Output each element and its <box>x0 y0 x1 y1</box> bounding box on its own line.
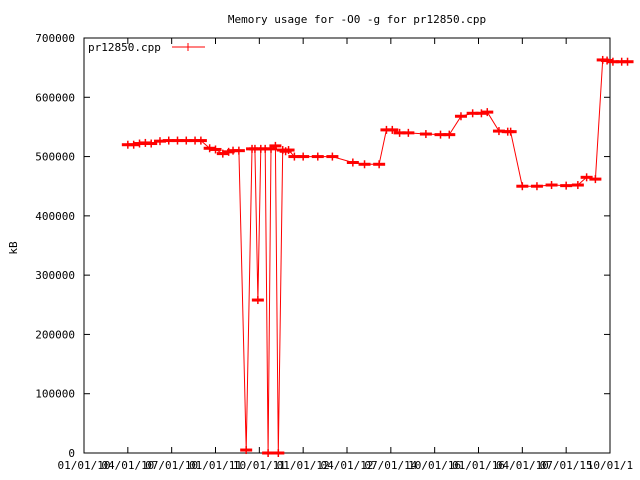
data-point <box>504 127 517 136</box>
data-point <box>516 182 529 191</box>
data-point <box>621 57 634 66</box>
data-point <box>209 145 222 154</box>
y-tick-label: 600000 <box>35 91 75 104</box>
data-point <box>402 128 415 137</box>
x-tick-label: 01/01/12 <box>277 459 330 472</box>
y-tick-label: 100000 <box>35 388 75 401</box>
y-axis-ticks: 0 100000 200000 300000 400000 500000 600000 700… <box>35 32 610 460</box>
x-tick-label: 07/01/14 <box>364 459 417 472</box>
y-tick-label: 0 <box>68 447 75 460</box>
data-point <box>326 152 339 161</box>
x-tick-label: 10/01/1 <box>587 459 633 472</box>
data-point <box>346 158 359 167</box>
x-tick-label: 01/01/11 <box>189 459 242 472</box>
chart-title: Memory usage for -O0 -g for pr12850.cpp <box>228 13 486 26</box>
legend-entry-label: pr12850.cpp <box>88 41 161 54</box>
data-point <box>297 152 310 161</box>
series-layer <box>121 55 634 457</box>
data-point <box>262 449 275 457</box>
data-point <box>571 181 584 190</box>
data-point <box>481 108 494 117</box>
y-tick-label: 300000 <box>35 269 75 282</box>
data-point <box>251 296 264 305</box>
y-tick-label: 200000 <box>35 328 75 341</box>
data-point <box>358 160 371 169</box>
x-axis-ticks: 01/01/1004/01/1007/01/1001/01/1110/01/11… <box>58 38 633 472</box>
y-tick-label: 400000 <box>35 210 75 223</box>
data-point <box>589 175 602 184</box>
data-point <box>373 160 386 169</box>
data-point <box>240 446 253 455</box>
y-tick-label: 500000 <box>35 151 75 164</box>
y-axis-label: kB <box>7 241 20 255</box>
data-point <box>145 139 158 148</box>
data-point <box>269 141 282 150</box>
x-tick-label: 07/01/15 <box>540 459 593 472</box>
x-tick-label: 01/01/16 <box>452 459 505 472</box>
data-point <box>545 181 558 190</box>
x-tick-label: 04/01/12 <box>321 459 374 472</box>
data-point <box>232 146 245 155</box>
x-tick-label: 07/01/10 <box>145 459 198 472</box>
data-point <box>311 152 324 161</box>
x-tick-label: 01/01/10 <box>58 459 111 472</box>
data-point <box>530 182 543 191</box>
x-tick-label: 10/01/11 <box>233 459 286 472</box>
legend: pr12850.cpp <box>88 41 205 54</box>
x-tick-label: 10/01/16 <box>408 459 461 472</box>
data-point <box>580 173 593 182</box>
data-point <box>560 181 573 190</box>
data-point <box>419 130 432 139</box>
data-point <box>272 449 285 457</box>
x-tick-label: 04/01/10 <box>101 459 154 472</box>
series-line <box>127 59 628 454</box>
data-point <box>386 125 399 134</box>
data-point <box>443 130 456 139</box>
y-tick-label: 700000 <box>35 32 75 45</box>
data-point <box>454 112 467 121</box>
data-point <box>282 146 295 155</box>
x-tick-label: 04/01/10 <box>496 459 549 472</box>
plot-frame <box>83 37 611 454</box>
data-point <box>194 136 207 145</box>
